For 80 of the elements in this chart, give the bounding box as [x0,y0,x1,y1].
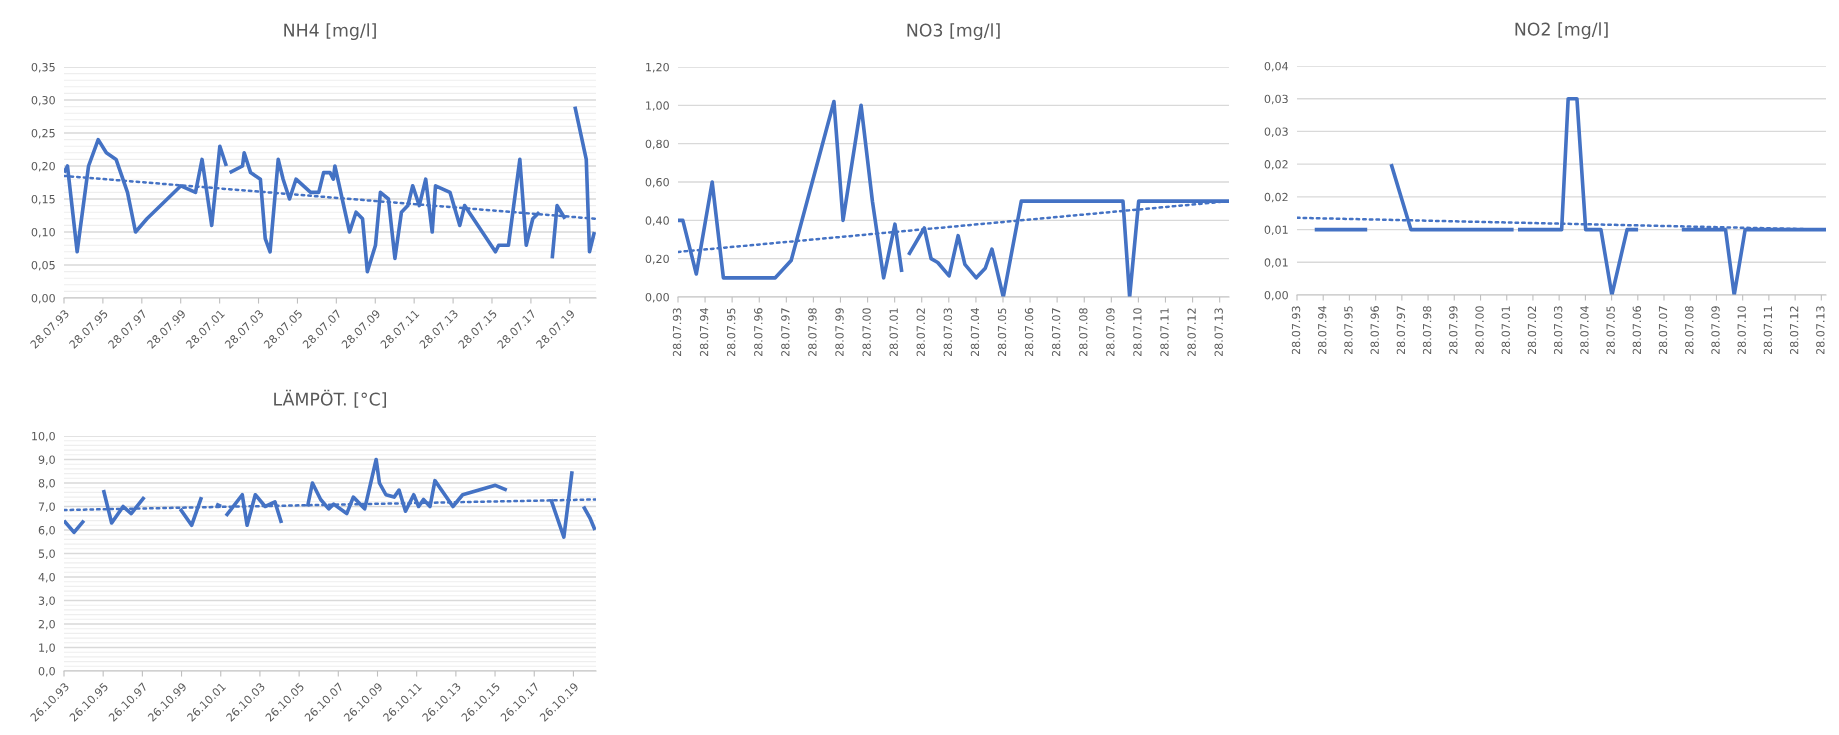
x-tick-label: 28.07.04 [970,308,980,357]
y-tick-label: 0,0 [38,666,55,677]
y-tick-label: 0,04 [1264,61,1289,72]
y-tick-label: 5,0 [38,549,55,560]
y-tick-label: 10,0 [32,431,55,442]
y-tick-label: 0,25 [31,128,55,139]
x-tick-label: 28.07.03 [1553,306,1563,355]
y-tick-label: 0,35 [31,62,55,73]
y-tick-label: 0,01 [1264,225,1288,236]
x-tick-label: 28.07.98 [1422,306,1432,355]
y-tick-label: 0,30 [31,95,55,106]
x-tick-label: 28.07.07 [1658,306,1668,355]
x-tick-label: 28.07.99 [1449,306,1458,355]
y-tick-label: 8,0 [38,478,55,489]
x-tick-label: 28.07.05 [1606,306,1615,355]
x-tick-label: 28.07.02 [916,308,925,357]
x-tick-label: 28.07.98 [808,308,817,357]
y-tick-label: 0,00 [645,292,669,303]
x-tick-label: 28.07.06 [1632,306,1642,355]
x-tick-label: 28.07.00 [862,308,871,357]
y-tick-label: 2,0 [38,619,55,630]
x-tick-label: 28.07.10 [1737,306,1746,355]
y-tick-label: 0,02 [1264,192,1288,203]
y-tick-label: 7,0 [38,502,55,513]
x-tick-label: 28.07.97 [781,308,790,357]
y-tick-label: 1,20 [646,62,669,73]
y-tick-label: 1,00 [646,101,669,111]
x-tick-label: 28.07.03 [943,308,953,357]
x-tick-label: 28.07.93 [672,308,682,357]
y-tick-label: 9,0 [38,455,55,466]
x-tick-label: 28.07.12 [1187,308,1196,357]
y-tick-label: 0,05 [31,260,55,271]
chart-title: NH4 [mg/l] [284,23,376,41]
y-tick-label: 4,0 [38,572,55,583]
y-tick-label: 0,80 [645,139,669,150]
x-tick-label: 28.07.94 [1318,306,1327,355]
x-tick-label: 28.07.06 [1024,308,1034,357]
x-tick-label: 28.07.99 [835,308,844,357]
x-tick-label: 28.07.04 [1580,306,1589,355]
x-tick-label: 28.07.96 [1370,306,1379,355]
x-tick-label: 28.07.95 [1344,306,1353,355]
x-tick-label: 28.07.13 [1816,306,1825,355]
x-tick-label: 28.07.09 [1106,308,1115,357]
y-tick-label: 0,15 [31,194,55,205]
y-tick-label: 0,20 [31,161,55,172]
x-tick-label: 28.07.11 [1763,306,1773,355]
y-tick-label: 0,03 [1264,127,1288,137]
y-tick-label: 1,0 [39,643,55,654]
x-tick-label: 28.07.09 [1711,306,1720,355]
y-tick-label: 0,20 [645,254,669,265]
x-tick-label: 28.07.11 [1160,308,1169,357]
x-tick-label: 28.07.08 [1079,308,1088,357]
x-tick-label: 28.07.01 [1501,306,1510,355]
x-tick-label: 28.07.05 [997,308,1007,357]
x-tick-label: 28.07.94 [699,308,709,357]
y-tick-label: 0,40 [645,216,669,226]
y-tick-label: 0,00 [31,293,55,304]
y-tick-label: 0,03 [1264,94,1288,105]
x-tick-label: 28.07.13 [1214,308,1223,357]
x-tick-label: 28.07.93 [1291,306,1301,355]
chart-title: NO3 [mg/l] [907,23,1000,41]
y-tick-label: 0,01 [1264,258,1288,268]
x-tick-label: 28.07.97 [1396,306,1406,355]
x-tick-label: 28.07.07 [1051,308,1061,357]
y-tick-label: 0,60 [645,177,669,188]
x-tick-label: 28.07.02 [1527,306,1537,355]
chart-title: LÄMPÖT. [°C] [274,389,386,408]
y-tick-label: 6,0 [38,525,55,536]
x-tick-label: 28.07.10 [1133,308,1142,357]
chart-title: NO2 [mg/l] [1515,22,1608,40]
x-tick-label: 28.07.08 [1685,306,1694,355]
x-tick-label: 28.07.01 [889,308,898,357]
x-tick-label: 28.07.00 [1475,306,1484,355]
y-tick-label: 0,10 [31,227,55,238]
y-tick-label: 0,02 [1264,160,1288,170]
x-tick-label: 28.07.96 [754,308,763,357]
y-tick-label: 3,0 [38,596,55,607]
x-tick-label: 28.07.95 [726,308,736,357]
y-tick-label: 0,00 [1264,290,1288,301]
x-tick-label: 28.07.12 [1789,306,1799,355]
